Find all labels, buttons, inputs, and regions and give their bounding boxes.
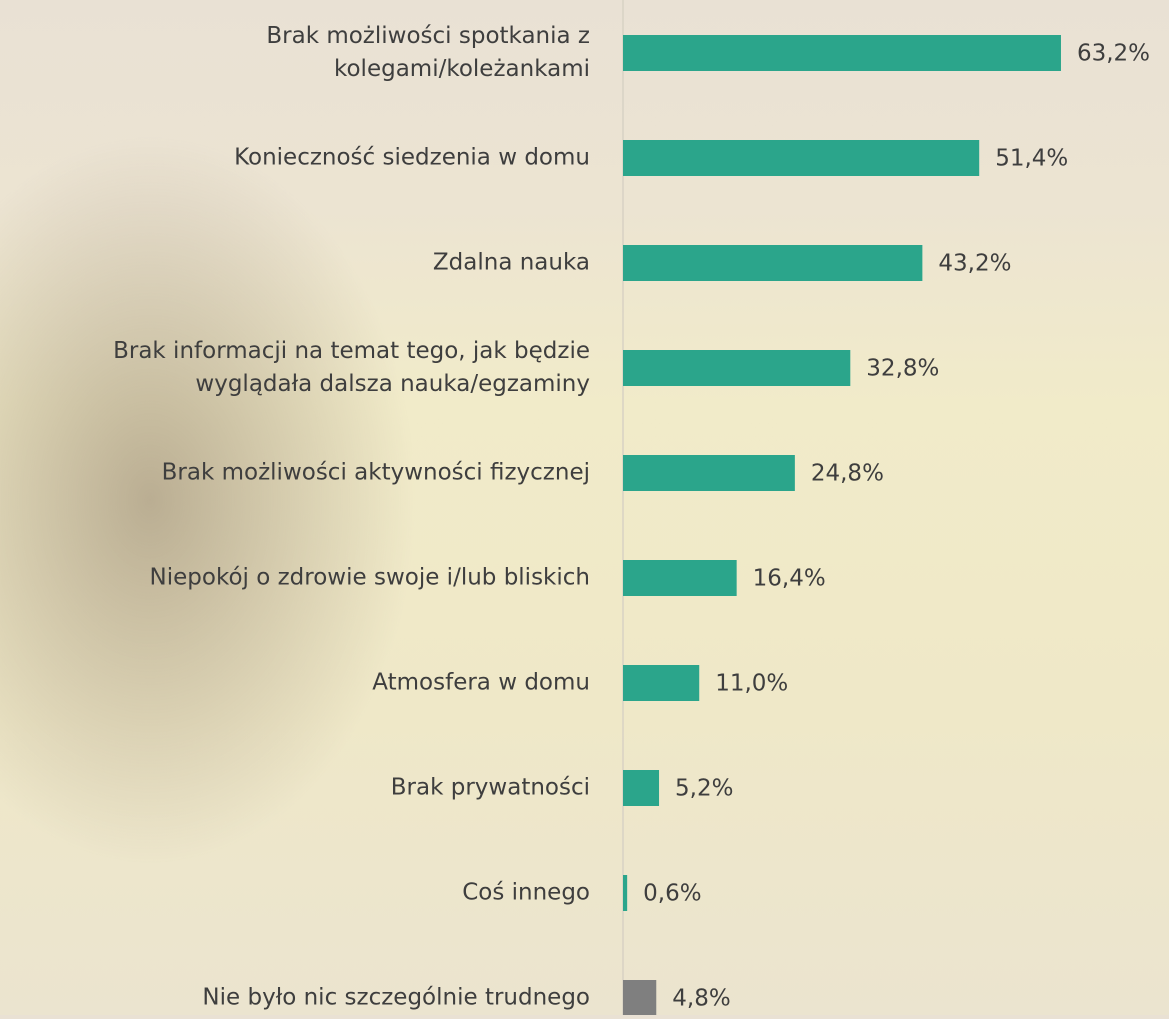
- bar: [623, 770, 659, 806]
- page: 63,2% 51,4% 43,2% 32,8% 24,8% 16,4% 11,0% 5,2% 0…: [0, 0, 1169, 1015]
- bar: [623, 665, 699, 701]
- category-label: Brak prywatności: [0, 772, 590, 805]
- value-label: 0,6%: [643, 881, 701, 907]
- value-label: 16,4%: [753, 566, 826, 592]
- chart: 63,2% 51,4% 43,2% 32,8% 24,8% 16,4% 11,0% 5,2% 0…: [0, 0, 1169, 1015]
- bar: [623, 140, 979, 176]
- category-label: Atmosfera w domu: [0, 667, 590, 700]
- bar: [623, 350, 850, 386]
- bar: [623, 245, 922, 281]
- value-label: 11,0%: [715, 671, 788, 697]
- category-label: Nie było nic szczególnie trudnego: [0, 982, 590, 1015]
- bar: [623, 875, 627, 911]
- value-label: 32,8%: [866, 356, 939, 382]
- category-label: Brak możliwości aktywności fizycznej: [0, 457, 590, 490]
- value-label: 43,2%: [938, 251, 1011, 277]
- bar: [623, 35, 1061, 71]
- category-label: Brak informacji na temat tego, jak będzi…: [0, 335, 590, 401]
- value-label: 51,4%: [995, 146, 1068, 172]
- value-label: 4,8%: [672, 986, 730, 1012]
- category-label: Brak możliwości spotkania z kolegami/kol…: [0, 20, 590, 86]
- bar: [623, 455, 795, 491]
- value-label: 63,2%: [1077, 41, 1150, 67]
- value-label: 5,2%: [675, 776, 733, 802]
- category-label: Niepokój o zdrowie swoje i/lub bliskich: [0, 562, 590, 595]
- category-label: Zdalna nauka: [0, 247, 590, 280]
- bar: [623, 560, 737, 596]
- value-label: 24,8%: [811, 461, 884, 487]
- bar: [623, 980, 656, 1015]
- category-label: Coś innego: [0, 877, 590, 910]
- category-label: Konieczność siedzenia w domu: [0, 142, 590, 175]
